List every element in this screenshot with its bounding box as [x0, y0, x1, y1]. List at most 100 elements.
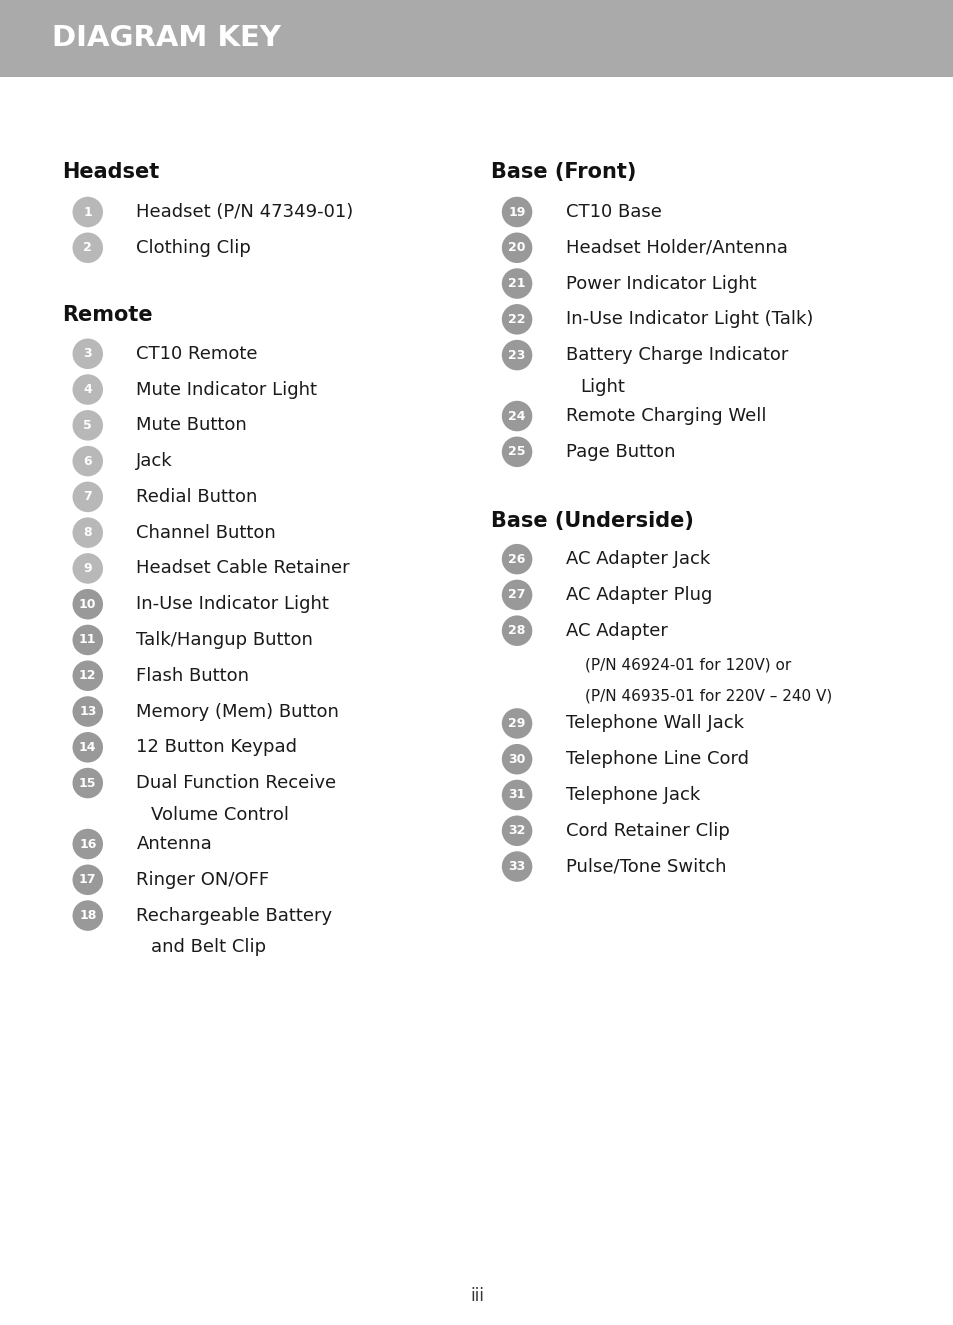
Ellipse shape [72, 374, 103, 405]
Text: 26: 26 [508, 553, 525, 566]
Ellipse shape [501, 232, 532, 264]
Text: 12: 12 [79, 669, 96, 682]
Text: 25: 25 [508, 445, 525, 458]
Text: 8: 8 [83, 526, 92, 539]
Ellipse shape [501, 743, 532, 775]
Ellipse shape [72, 828, 103, 860]
Ellipse shape [501, 615, 532, 647]
Text: (P/N 46924-01 for 120V) or: (P/N 46924-01 for 120V) or [584, 657, 790, 673]
Text: and Belt Clip: and Belt Clip [151, 938, 266, 957]
Text: 33: 33 [508, 860, 525, 873]
Text: Base (Front): Base (Front) [491, 162, 636, 183]
Ellipse shape [501, 196, 532, 228]
Text: Jack: Jack [136, 452, 172, 470]
Text: 16: 16 [79, 837, 96, 851]
Text: Mute Button: Mute Button [136, 416, 247, 435]
Ellipse shape [501, 543, 532, 575]
Text: 14: 14 [79, 741, 96, 754]
Text: Page Button: Page Button [565, 443, 675, 461]
Text: 19: 19 [508, 205, 525, 219]
Text: AC Adapter: AC Adapter [565, 621, 667, 640]
Ellipse shape [501, 303, 532, 335]
Text: Headset: Headset [62, 162, 159, 183]
Ellipse shape [501, 268, 532, 299]
Text: 10: 10 [79, 598, 96, 611]
Text: 21: 21 [508, 277, 525, 290]
Text: 13: 13 [79, 705, 96, 718]
Text: 5: 5 [83, 419, 92, 432]
Text: Cord Retainer Clip: Cord Retainer Clip [565, 822, 729, 840]
Bar [0, 0, 953, 77]
Text: AC Adapter Jack: AC Adapter Jack [565, 550, 709, 568]
Text: 17: 17 [79, 873, 96, 886]
Ellipse shape [72, 338, 103, 370]
Text: 28: 28 [508, 624, 525, 637]
Text: 29: 29 [508, 717, 525, 730]
Text: AC Adapter Plug: AC Adapter Plug [565, 586, 711, 604]
Text: Battery Charge Indicator: Battery Charge Indicator [565, 346, 787, 364]
Text: 27: 27 [508, 588, 525, 602]
Ellipse shape [501, 436, 532, 468]
Text: 20: 20 [508, 241, 525, 254]
Text: In-Use Indicator Light: In-Use Indicator Light [136, 595, 329, 613]
Text: Headset Holder/Antenna: Headset Holder/Antenna [565, 238, 787, 257]
Ellipse shape [501, 339, 532, 371]
Text: Headset (P/N 47349-01): Headset (P/N 47349-01) [136, 203, 354, 221]
Text: Light: Light [579, 378, 624, 396]
Text: 15: 15 [79, 776, 96, 790]
Text: CT10 Base: CT10 Base [565, 203, 660, 221]
Text: 1: 1 [83, 205, 92, 219]
Text: Antenna: Antenna [136, 835, 212, 853]
Text: 12 Button Keypad: 12 Button Keypad [136, 738, 297, 757]
Ellipse shape [72, 624, 103, 656]
Text: In-Use Indicator Light (Talk): In-Use Indicator Light (Talk) [565, 310, 812, 329]
Text: Telephone Jack: Telephone Jack [565, 786, 700, 804]
Text: Pulse/Tone Switch: Pulse/Tone Switch [565, 857, 725, 876]
Text: Mute Indicator Light: Mute Indicator Light [136, 380, 317, 399]
Text: Volume Control: Volume Control [151, 806, 289, 824]
Ellipse shape [501, 708, 532, 739]
Text: Remote: Remote [62, 305, 152, 326]
Ellipse shape [72, 864, 103, 896]
Ellipse shape [72, 767, 103, 799]
Text: 7: 7 [83, 490, 92, 504]
Text: Headset Cable Retainer: Headset Cable Retainer [136, 559, 350, 578]
Ellipse shape [72, 731, 103, 763]
Ellipse shape [72, 553, 103, 584]
Text: Clothing Clip: Clothing Clip [136, 238, 251, 257]
Ellipse shape [72, 196, 103, 228]
Ellipse shape [501, 779, 532, 811]
Text: 6: 6 [83, 454, 92, 468]
Text: 31: 31 [508, 788, 525, 802]
Text: DIAGRAM KEY: DIAGRAM KEY [52, 24, 281, 53]
Ellipse shape [72, 481, 103, 513]
Text: Memory (Mem) Button: Memory (Mem) Button [136, 702, 339, 721]
Text: 32: 32 [508, 824, 525, 837]
Ellipse shape [72, 900, 103, 931]
Text: 11: 11 [79, 633, 96, 647]
Text: 4: 4 [83, 383, 92, 396]
Text: 22: 22 [508, 313, 525, 326]
Text: Ringer ON/OFF: Ringer ON/OFF [136, 871, 270, 889]
Text: Base (Underside): Base (Underside) [491, 510, 694, 531]
Ellipse shape [72, 445, 103, 477]
Text: 30: 30 [508, 753, 525, 766]
Text: 23: 23 [508, 348, 525, 362]
Text: 2: 2 [83, 241, 92, 254]
Text: iii: iii [470, 1287, 483, 1305]
Ellipse shape [72, 696, 103, 727]
Ellipse shape [72, 517, 103, 549]
Ellipse shape [501, 400, 532, 432]
Ellipse shape [501, 851, 532, 882]
Text: 18: 18 [79, 909, 96, 922]
Text: Telephone Line Cord: Telephone Line Cord [565, 750, 748, 768]
Text: Remote Charging Well: Remote Charging Well [565, 407, 765, 425]
Text: Redial Button: Redial Button [136, 488, 257, 506]
Text: 3: 3 [83, 347, 92, 360]
Ellipse shape [501, 815, 532, 847]
Text: Dual Function Receive: Dual Function Receive [136, 774, 336, 792]
Text: Power Indicator Light: Power Indicator Light [565, 274, 756, 293]
Text: Telephone Wall Jack: Telephone Wall Jack [565, 714, 743, 733]
Ellipse shape [72, 232, 103, 264]
Text: Rechargeable Battery: Rechargeable Battery [136, 906, 333, 925]
